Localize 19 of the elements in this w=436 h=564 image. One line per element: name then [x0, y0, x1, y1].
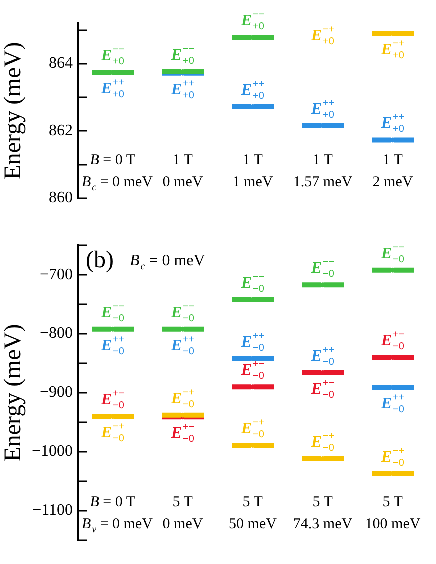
chart-title: (b) [86, 248, 114, 274]
x-tick-label: 5 T 100 meV [365, 494, 421, 532]
x-tick-label: 1 T 2 meV [372, 152, 414, 190]
y-tick-label: −1100 [32, 502, 73, 520]
y-axis-title: Energy (meV) [0, 324, 27, 462]
y-tick-label: −900 [40, 384, 73, 402]
y-tick-label: −800 [40, 325, 73, 342]
y-tick-label: 860 [49, 190, 73, 207]
y-axis-title: Energy (meV) [0, 42, 27, 180]
x-tick-label: 5 T 0 meV [162, 494, 204, 532]
y-tick-label: −700 [40, 266, 73, 284]
y-tick-label: −1000 [32, 443, 73, 460]
x-tick-label: 1 T 1.57 meV [293, 152, 353, 190]
x-tick-label: 5 T 50 meV [229, 494, 278, 532]
x-tick-label: 1 T 0 meV [162, 152, 204, 190]
y-tick-label: 862 [49, 122, 73, 140]
x-tick-label: 1 T 1 meV [232, 152, 274, 190]
y-tick-label: 864 [49, 55, 73, 72]
x-tick-label: 5 T 74.3 meV [293, 494, 353, 532]
